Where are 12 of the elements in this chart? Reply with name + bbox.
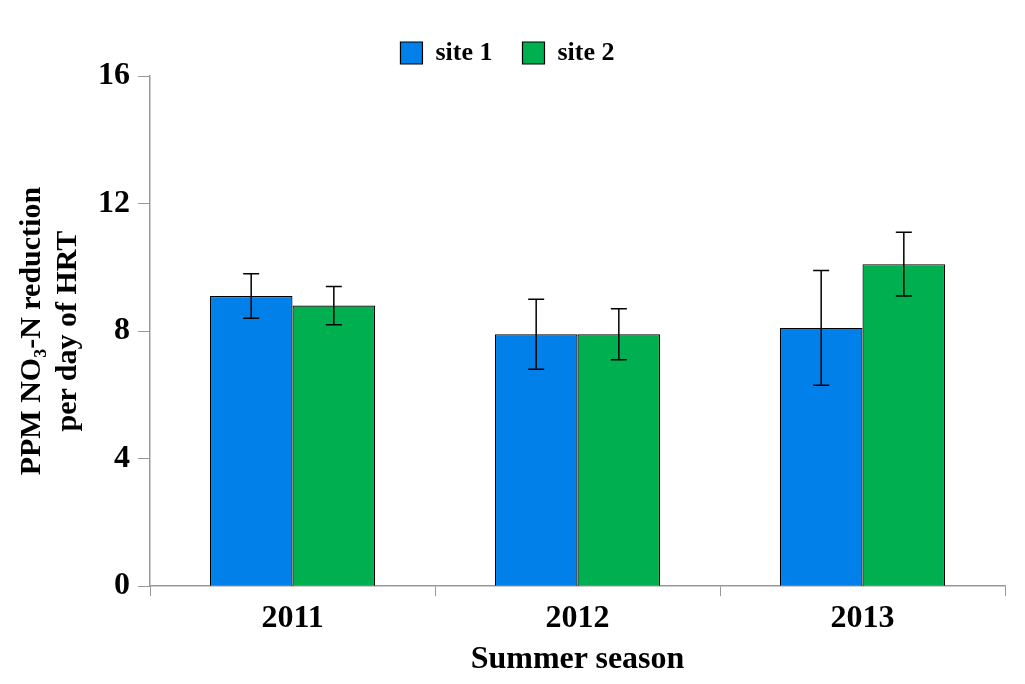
legend-label: site 1 xyxy=(435,36,493,66)
x-axis-title: Summer season xyxy=(470,639,685,676)
y-tick-label: 0 xyxy=(114,565,130,602)
y-tick-label: 8 xyxy=(114,310,130,347)
y-tick-label: 16 xyxy=(98,55,130,92)
y-axis-title: PPM NO₃-N reduction per day of HRT xyxy=(12,186,82,476)
x-tick-label: 2011 xyxy=(261,597,324,634)
y-tick-label: 4 xyxy=(114,437,130,474)
x-tick-label: 2013 xyxy=(830,597,895,634)
y-tick-label: 12 xyxy=(98,182,130,219)
x-tick-label: 2012 xyxy=(545,597,610,634)
legend-label: site 2 xyxy=(557,36,615,66)
